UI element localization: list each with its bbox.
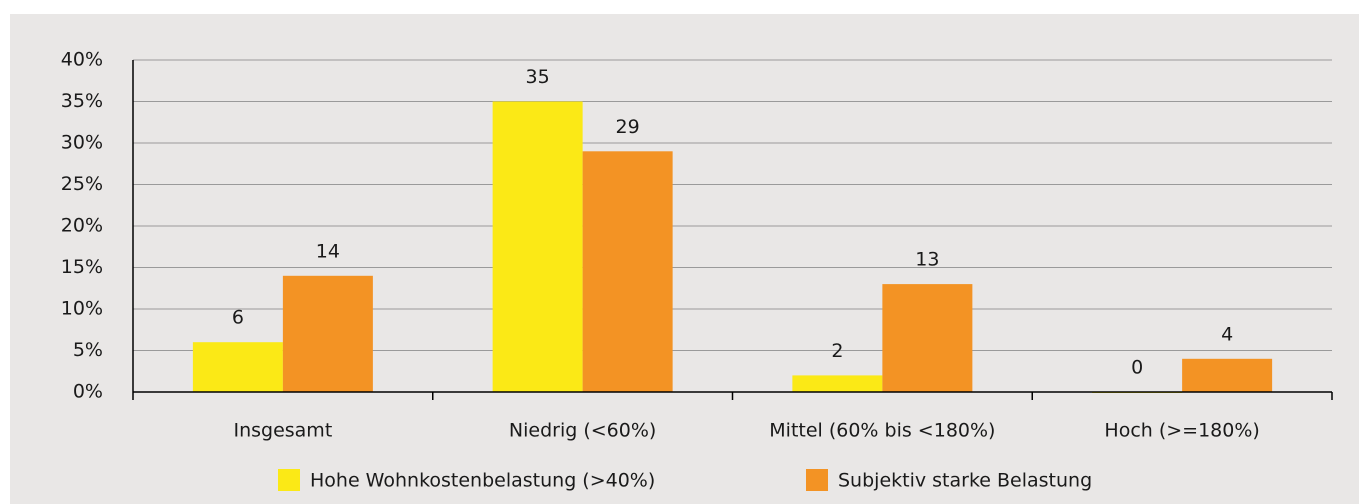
y-tick-label: 35%: [61, 90, 103, 112]
y-tick-label: 10%: [61, 298, 103, 320]
bar: [882, 284, 973, 392]
bar: [192, 342, 283, 392]
legend-swatch: [806, 469, 828, 491]
y-tick-label: 20%: [61, 215, 103, 237]
bar: [792, 375, 883, 392]
bar: [282, 275, 373, 392]
chart-background: [10, 14, 1359, 504]
y-tick-label: 25%: [61, 173, 103, 195]
y-tick-label: 0%: [73, 381, 103, 403]
bar: [1182, 358, 1273, 392]
data-label: 4: [1221, 323, 1233, 345]
legend-label: Hohe Wohnkostenbelastung (>40%): [310, 470, 655, 492]
x-tick-label: Insgesamt: [233, 420, 332, 442]
data-label: 14: [316, 240, 340, 262]
bar: [582, 151, 673, 392]
data-label: 2: [831, 340, 843, 362]
legend-label: Subjektiv starke Belastung: [838, 470, 1092, 492]
legend-swatch: [278, 469, 300, 491]
y-tick-label: 15%: [61, 256, 103, 278]
x-tick-label: Hoch (>=180%): [1104, 420, 1259, 442]
data-label: 6: [232, 307, 244, 329]
y-tick-label: 5%: [73, 339, 103, 361]
bar: [492, 101, 583, 392]
data-label: 0: [1131, 357, 1143, 379]
y-tick-label: 30%: [61, 132, 103, 154]
x-tick-label: Niedrig (<60%): [509, 420, 656, 442]
data-label: 35: [526, 66, 550, 88]
data-label: 13: [915, 249, 939, 271]
data-label: 29: [616, 116, 640, 138]
y-tick-label: 40%: [61, 49, 103, 71]
x-tick-label: Mittel (60% bis <180%): [769, 420, 995, 442]
